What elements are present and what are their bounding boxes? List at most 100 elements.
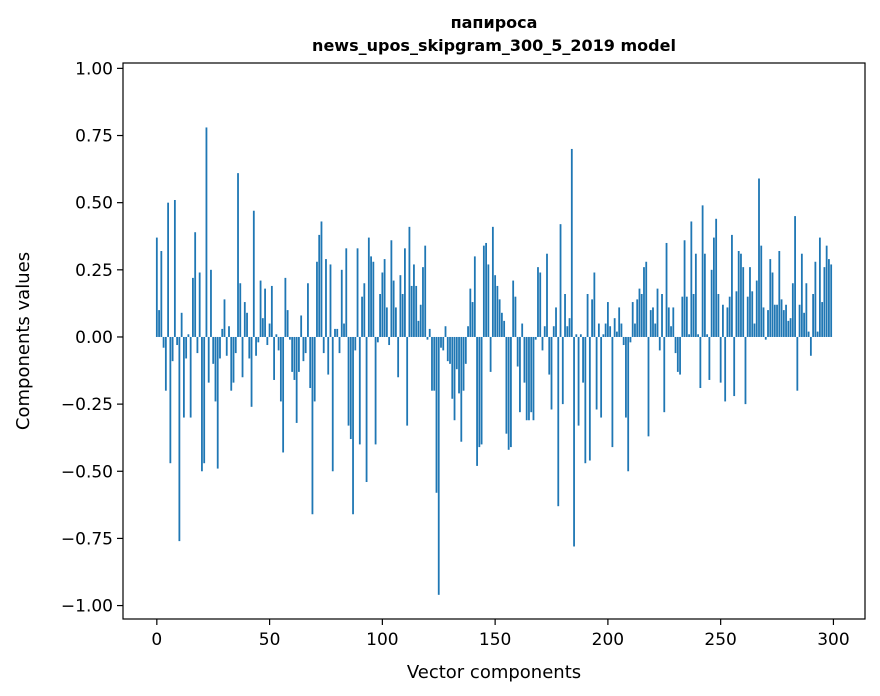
bar-224 — [661, 294, 663, 337]
bar-289 — [807, 331, 810, 337]
bar-96 — [372, 261, 375, 337]
bar-283 — [794, 216, 796, 337]
bar-42 — [250, 336, 253, 407]
bar-291 — [812, 294, 815, 337]
bar-146 — [485, 242, 487, 337]
bar-71 — [316, 261, 318, 337]
bar-272 — [769, 259, 772, 337]
y-axis-ticks: 1.00 0.75 0.50 0.25 0.00 −0.25 −0.50 −0.75 −1.00 — [61, 59, 123, 617]
bar-139 — [469, 288, 472, 337]
bar-80 — [336, 328, 339, 337]
bar-24 — [210, 269, 212, 337]
bar-28 — [219, 336, 221, 359]
bar-64 — [300, 315, 303, 337]
bar-13 — [185, 336, 188, 359]
bar-62 — [295, 336, 298, 423]
bar-187 — [577, 336, 580, 426]
bar-282 — [791, 283, 794, 337]
bar-173 — [546, 253, 548, 337]
bar-269 — [762, 307, 765, 337]
bar-208 — [625, 336, 627, 418]
bar-134 — [458, 336, 460, 394]
bar-93 — [365, 336, 368, 483]
bar-242 — [701, 205, 704, 337]
x-tick-label: 50 — [259, 630, 281, 650]
bar-188 — [579, 334, 582, 337]
bar-249 — [717, 294, 720, 337]
bar-27 — [216, 336, 219, 469]
bar-186 — [575, 334, 578, 337]
bar-247 — [712, 237, 715, 337]
bar-156 — [507, 336, 510, 450]
bar-85 — [347, 336, 350, 426]
bar-203 — [613, 318, 616, 337]
bar-36 — [237, 173, 239, 337]
bar-50 — [268, 323, 271, 337]
bar-127 — [442, 336, 445, 351]
bar-32 — [228, 326, 230, 337]
bar-211 — [631, 302, 634, 337]
bar-273 — [771, 272, 774, 337]
bar-295 — [821, 302, 824, 337]
bar-40 — [246, 312, 248, 337]
bar-136 — [462, 336, 465, 391]
bar-126 — [440, 336, 442, 348]
bar-265 — [753, 323, 756, 337]
bar-58 — [286, 310, 289, 337]
x-tick-label: 150 — [479, 630, 511, 650]
bar-60 — [291, 336, 294, 372]
bar-33 — [230, 336, 233, 391]
bar-84 — [345, 248, 348, 337]
bar-279 — [785, 304, 787, 337]
bar-61 — [293, 336, 296, 380]
bar-193 — [591, 299, 593, 337]
bar-83 — [343, 323, 345, 337]
x-tick-label: 300 — [817, 630, 849, 650]
bar-22 — [205, 127, 208, 337]
bar-280 — [787, 320, 790, 337]
bar-68 — [309, 336, 312, 388]
bar-73 — [320, 221, 323, 337]
bar-55 — [279, 336, 282, 402]
bar-270 — [764, 336, 767, 340]
bar-210 — [629, 336, 632, 343]
chart-title-line-2: news_upos_skipgram_300_5_2019 model — [312, 36, 676, 55]
bar-206 — [620, 323, 623, 337]
bar-4 — [164, 336, 167, 391]
bar-264 — [751, 291, 754, 337]
bar-29 — [221, 328, 224, 337]
bar-44 — [255, 336, 257, 356]
bar-114 — [413, 264, 415, 337]
y-tick-label: 0.50 — [75, 194, 113, 214]
bar-112 — [408, 226, 411, 337]
bar-221 — [654, 323, 657, 337]
bar-214 — [638, 288, 641, 337]
y-tick-label: −0.75 — [61, 529, 113, 549]
bar-135 — [460, 336, 463, 442]
bar-254 — [728, 296, 731, 337]
bar-226 — [665, 242, 668, 337]
bar-82 — [340, 269, 343, 337]
bar-143 — [478, 336, 481, 448]
bar-41 — [248, 336, 251, 359]
bar-101 — [383, 259, 386, 337]
bar-152 — [498, 299, 501, 337]
bar-180 — [561, 336, 564, 405]
bar-238 — [692, 294, 695, 337]
bar-94 — [367, 237, 370, 337]
bar-240 — [697, 334, 699, 337]
bar-190 — [584, 336, 587, 464]
bar-205 — [618, 307, 621, 337]
bar-74 — [322, 336, 325, 354]
bar-284 — [796, 336, 799, 391]
bar-172 — [543, 326, 546, 337]
bar-175 — [550, 336, 553, 410]
bar-105 — [392, 280, 395, 337]
bar-117 — [419, 304, 422, 337]
bar-56 — [282, 336, 285, 453]
bar-198 — [602, 334, 605, 337]
bar-52 — [273, 336, 275, 380]
bar-233 — [681, 296, 684, 337]
bar-246 — [710, 269, 713, 337]
bar-274 — [773, 304, 776, 337]
